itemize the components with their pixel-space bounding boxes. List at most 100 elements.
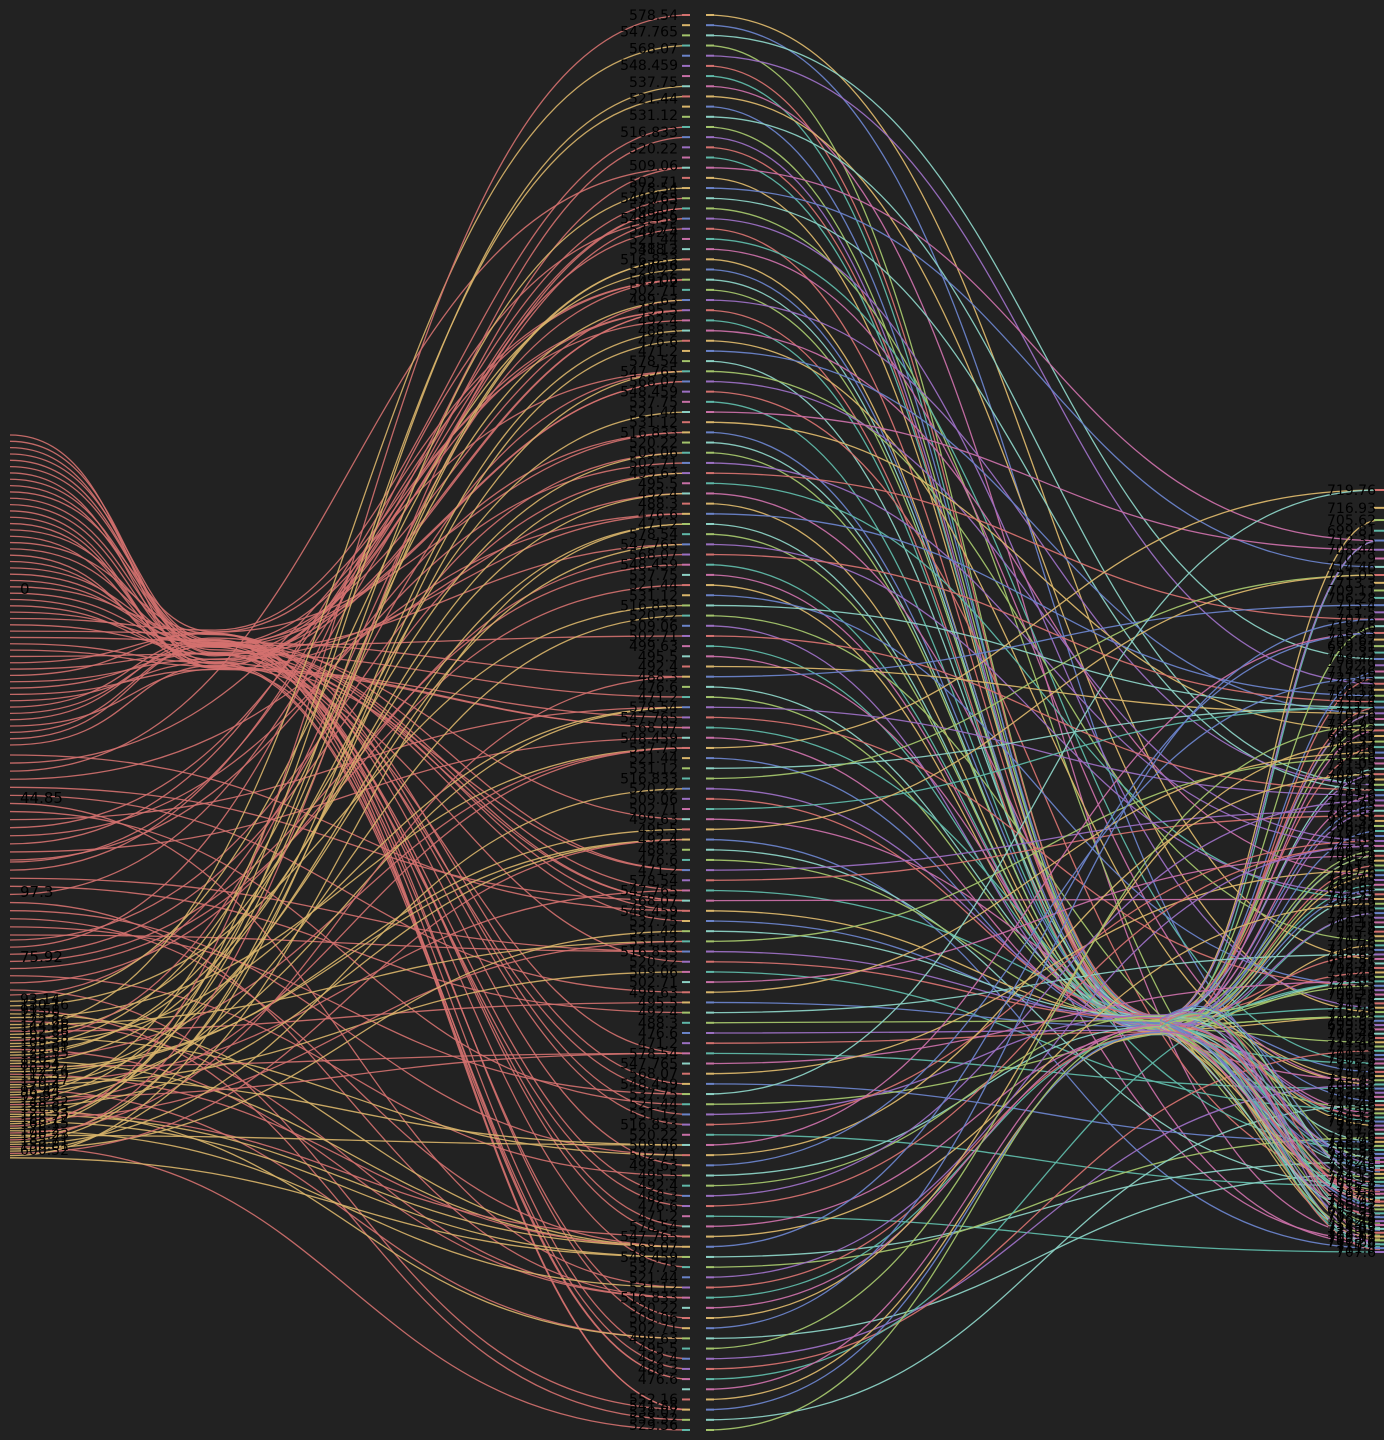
right-label: 721.05 <box>1327 1102 1376 1118</box>
flow-link-right <box>705 489 1381 1095</box>
right-label: 709.11 <box>1327 915 1376 931</box>
right-label: 721.05 <box>1327 906 1376 922</box>
middle-label: 471.2 <box>638 517 678 533</box>
middle-label: 548.459 <box>620 904 678 920</box>
middle-label: 548.459 <box>620 1250 678 1266</box>
right-label: 711.5 <box>1336 700 1376 716</box>
middle-label: 529.56 <box>629 1418 678 1434</box>
flow-link-hub <box>1159 1031 1381 1187</box>
middle-label: 516.833 <box>620 1291 678 1307</box>
left-cluster-label: 173.5 <box>20 1008 60 1024</box>
right-label: 709.11 <box>1327 983 1376 999</box>
right-label: 714.46 <box>1327 1159 1376 1175</box>
left-cluster-label: 117.59 <box>20 1068 69 1084</box>
right-label: 702.9 <box>1336 897 1376 913</box>
middle-label: 578.54 <box>629 354 678 370</box>
middle-label: 502.71 <box>629 802 678 818</box>
flow-link-left <box>9 584 691 970</box>
middle-label: 509.06 <box>629 965 678 981</box>
flow-link-right <box>705 14 1381 960</box>
flow-link-left <box>9 592 691 1319</box>
flow-link-left <box>9 838 691 1155</box>
flow-link-right <box>705 489 1381 749</box>
right-label: 709.11 <box>1327 1048 1376 1064</box>
left-cluster-label: 96.44 <box>20 1084 60 1100</box>
middle-label: 509.06 <box>629 273 678 289</box>
middle-label: 516.833 <box>620 945 678 961</box>
middle-label: 520.22 <box>629 1128 678 1144</box>
middle-label: 516.833 <box>620 125 678 141</box>
flow-link-right <box>705 492 1381 1245</box>
right-label: 719.76 <box>1327 1005 1376 1021</box>
right-label: 719.76 <box>1327 938 1376 954</box>
right-label: 716.93 <box>1327 799 1376 815</box>
right-label: 706.28 <box>1327 1175 1376 1191</box>
flow-link-right <box>705 930 1381 1018</box>
right-label: 716.93 <box>1327 943 1376 959</box>
right-label: 705.62 <box>1327 947 1376 963</box>
middle-label: 537.75 <box>629 568 678 584</box>
flow-link-right <box>705 604 1381 709</box>
right-label: 713.3 <box>1336 911 1376 927</box>
middle-label: 520.22 <box>629 782 678 798</box>
right-label: 699.81 <box>1327 1143 1376 1159</box>
middle-label: 476.6 <box>638 853 678 869</box>
flow-link-right <box>705 1026 1381 1309</box>
left-cluster-label: 99.92 <box>20 1089 60 1105</box>
middle-label: 516.833 <box>620 1118 678 1134</box>
flow-link-left <box>9 411 691 1056</box>
middle-label: 578.54 <box>629 527 678 543</box>
right-label: 714.46 <box>1327 829 1376 845</box>
left-cluster-label: 162.86 <box>20 1024 69 1040</box>
right-label: 719.76 <box>1327 1191 1376 1207</box>
right-label: 716.93 <box>1327 1009 1376 1025</box>
flow-link-left <box>9 644 691 1268</box>
flow-link-left <box>9 14 691 1127</box>
flow-link-left <box>9 452 691 1035</box>
right-label: 699.81 <box>1327 729 1376 745</box>
flow-link-right <box>705 95 1381 1013</box>
right-label: 711.5 <box>1336 1241 1376 1257</box>
right-label: 719.76 <box>1327 868 1376 884</box>
flow-link-right <box>705 55 1381 685</box>
middle-label: 488.3 <box>638 1362 678 1378</box>
right-label: 721.05 <box>1327 974 1376 990</box>
right-label: 707.6 <box>1336 1127 1376 1143</box>
left-cluster-label: 190.23 <box>20 1127 69 1143</box>
middle-label: 521.44 <box>629 405 678 421</box>
right-label: 707.6 <box>1336 1245 1376 1261</box>
middle-label: 495.5 <box>638 995 678 1011</box>
right-label: 711.5 <box>1336 783 1376 799</box>
flow-link-right <box>705 1137 1381 1268</box>
right-label: 711.5 <box>1336 859 1376 875</box>
middle-label: 548.459 <box>620 58 678 74</box>
flow-link-right <box>705 985 1381 1187</box>
flow-link-right <box>705 329 1381 876</box>
middle-label: 476.6 <box>638 334 678 350</box>
right-label: 708.44 <box>1327 1210 1376 1226</box>
right-label: 711.5 <box>1336 996 1376 1012</box>
middle-label: 502.71 <box>629 283 678 299</box>
flow-link-left <box>9 523 691 1088</box>
right-label: 712.35 <box>1327 814 1376 830</box>
middle-label: 516.833 <box>620 425 678 441</box>
right-label: 716.93 <box>1327 501 1376 517</box>
right-label: 708.44 <box>1327 1090 1376 1106</box>
right-label: 706.28 <box>1327 689 1376 705</box>
flow-link-hub <box>1159 1022 1381 1180</box>
middle-label: 568.07 <box>629 1240 678 1256</box>
middle-label: 509.06 <box>629 1138 678 1154</box>
flow-link-left <box>9 971 691 1086</box>
middle-label: 531.12 <box>629 1107 678 1123</box>
right-label: 705.62 <box>1327 633 1376 649</box>
right-label: 706.28 <box>1327 849 1376 865</box>
middle-label: 531.12 <box>629 934 678 950</box>
right-label: 706.28 <box>1327 1233 1376 1249</box>
left-cluster-label: 188.72 <box>20 1111 69 1127</box>
middle-label: 537.75 <box>629 75 678 91</box>
right-label: 702.9 <box>1336 658 1376 674</box>
flow-link-left <box>9 217 691 657</box>
middle-label: 516.833 <box>620 598 678 614</box>
left-cluster-label: 125.33 <box>20 1105 69 1121</box>
